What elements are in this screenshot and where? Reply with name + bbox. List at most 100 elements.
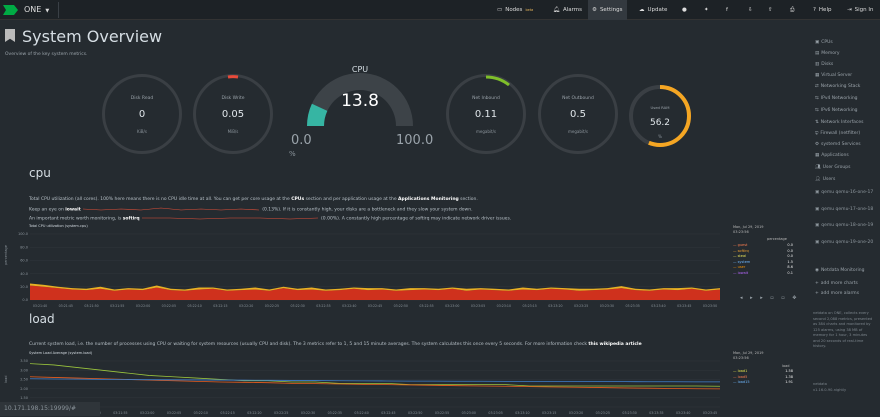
net-outbound-gauge[interactable] bbox=[538, 74, 618, 154]
load-chart-title: System Load Average (system.load) bbox=[29, 351, 93, 355]
y-tick-label: 80.0 bbox=[20, 245, 28, 249]
x-tick-label: 03:23:05 bbox=[488, 411, 502, 415]
cpu-chart-toolbar[interactable]: ◂ ▸ ▸ ▫ ▫ ✥ bbox=[740, 295, 800, 301]
alarms-button[interactable]: 🔔︎ Alarms bbox=[549, 0, 586, 20]
legend-item-iowait[interactable]: — iowait 0.1 bbox=[733, 271, 793, 275]
series-line-load1 bbox=[29, 363, 721, 387]
nodes-button[interactable]: ▭ Nodes beta bbox=[493, 0, 537, 20]
series-area-user bbox=[30, 285, 720, 300]
netdata-logo-icon[interactable] bbox=[3, 3, 18, 17]
sidebar-item-virtual-server[interactable]: ▦ Virtual Server bbox=[815, 73, 877, 78]
legend-item-steal[interactable]: — steal 0.0 bbox=[733, 254, 793, 258]
menu-icon: ▤ bbox=[815, 51, 820, 56]
sidebar-item-qemu-qemu-16-one-17[interactable]: ▣ qemu qemu-16-one-17 bbox=[815, 190, 877, 195]
x-tick-label: 03:21:55 bbox=[110, 304, 124, 308]
cpu-unit: % bbox=[289, 150, 296, 158]
x-tick-label: 03:23:20 bbox=[569, 411, 583, 415]
y-tick-label: 3.00 bbox=[20, 368, 28, 372]
twitter-icon: ✦ bbox=[704, 7, 709, 13]
cpu-max: 100.0 bbox=[396, 133, 434, 148]
sidebar-item-memory[interactable]: ▤ Memory bbox=[815, 51, 877, 56]
legend-item-load1[interactable]: — load1 1.58 bbox=[733, 369, 793, 373]
y-tick-label: 20.0 bbox=[20, 285, 28, 289]
legend-item-user[interactable]: — user 8.6 bbox=[733, 265, 793, 269]
cpu-legend-time: 03:23:56 bbox=[733, 230, 749, 234]
cpu-chart[interactable]: 100.0 80.0 60.0 40.0 20.0 0.0 03:21:40 03:21:45… bbox=[10, 230, 730, 310]
sidebar-item-qemu-qemu-19-one-20[interactable]: ▣ qemu qemu-19-one-20 bbox=[815, 240, 877, 245]
x-tick-label: 03:22:10 bbox=[187, 304, 201, 308]
x-tick-label: 03:23:10 bbox=[515, 411, 529, 415]
sidebar-item-network-interfaces[interactable]: ⇅ Network Interfaces bbox=[815, 120, 877, 125]
sidebar-item-qemu-qemu-18-one-19[interactable]: ▣ qemu qemu-18-one-19 bbox=[815, 223, 877, 228]
y-tick-label: 40.0 bbox=[20, 272, 28, 276]
load-chart[interactable]: 3.503.002.502.001.501.0003:21:4003:21:45… bbox=[10, 357, 730, 417]
disk-write-title: Disk Write bbox=[221, 96, 245, 101]
disk-read-gauge[interactable] bbox=[102, 74, 182, 154]
cpus-link[interactable]: CPUs bbox=[291, 197, 305, 202]
hostname-dropdown[interactable]: ONE ▼ bbox=[24, 5, 50, 14]
sidebar-item-label: IPv4 Networking bbox=[820, 96, 858, 101]
net-inbound-value: 0.11 bbox=[474, 109, 498, 120]
upload-button[interactable]: ⇧ bbox=[764, 0, 777, 20]
disk-read-value: 0 bbox=[138, 109, 146, 120]
legend-label: — iowait bbox=[733, 270, 749, 275]
wikipedia-link[interactable]: this wikipedia article bbox=[588, 342, 642, 347]
sidebar-item-label: User Groups bbox=[822, 165, 851, 170]
help-button[interactable]: ? Help bbox=[809, 0, 835, 20]
twitter-button[interactable]: ✦ bbox=[700, 0, 713, 20]
x-tick-label: 03:23:20 bbox=[548, 304, 562, 308]
sidebar-item-firewall-netfilter-[interactable]: ⛨ Firewall (netfilter) bbox=[815, 131, 877, 137]
used-ram-arc bbox=[629, 85, 691, 147]
legend-item-guest[interactable]: — guest 0.0 bbox=[733, 243, 793, 247]
x-tick-label: 03:23:45 bbox=[703, 411, 717, 415]
applications-link[interactable]: Applications Monitoring bbox=[398, 197, 459, 202]
sidebar-item-applications[interactable]: ▦ Applications bbox=[815, 153, 877, 158]
load-yaxis-label: load bbox=[4, 375, 8, 383]
print-button[interactable]: ⎙ bbox=[786, 0, 798, 20]
menu-icon: ▣ bbox=[815, 223, 820, 228]
x-tick-label: 03:21:40 bbox=[33, 304, 47, 308]
legend-label: — softirq bbox=[733, 248, 749, 253]
sidebar-item-disks[interactable]: ▥ Disks bbox=[815, 62, 877, 67]
menu-icon: ▣ bbox=[815, 40, 820, 45]
update-button[interactable]: ☁ Update bbox=[635, 0, 671, 20]
cpu-chart-title: Total CPU utilization (system.cpu) bbox=[29, 224, 88, 228]
net-inbound-arc bbox=[485, 75, 510, 87]
cpu-desc-line1: Total CPU utilization (all cores). 100% … bbox=[29, 197, 478, 202]
legend-value: 8.6 bbox=[787, 265, 793, 269]
legend-item-system[interactable]: — system 1.5 bbox=[733, 260, 793, 264]
sidebar-item-networking-stack[interactable]: ⇄ Networking Stack bbox=[815, 84, 877, 89]
legend-label: — load5 bbox=[733, 374, 748, 379]
sidebar-item-ipv6-networking[interactable]: ⇆ IPv6 Networking bbox=[815, 108, 877, 113]
x-tick-label: 03:23:10 bbox=[497, 304, 511, 308]
facebook-button[interactable]: f bbox=[722, 0, 732, 20]
x-tick-label: 03:23:05 bbox=[471, 304, 485, 308]
legend-label: — steal bbox=[733, 254, 747, 258]
net-outbound-title: Net Outbound bbox=[562, 96, 594, 101]
plus-icon: + bbox=[815, 281, 819, 286]
cpu-gauge[interactable] bbox=[285, 66, 435, 176]
x-tick-label: 03:22:00 bbox=[140, 411, 154, 415]
sidebar-item-users[interactable]: 👤︎ Users bbox=[815, 177, 877, 182]
sidebar-note: netdata on ONE, collects every second 2,… bbox=[813, 311, 873, 348]
x-tick-label: 03:22:25 bbox=[274, 411, 288, 415]
add-more-charts-link[interactable]: + add more charts bbox=[815, 281, 858, 286]
sidebar-item-netdata-monitoring[interactable]: ◉ Netdata Monitoring bbox=[815, 268, 877, 273]
sign-in-button[interactable]: ⇥ Sign In bbox=[843, 0, 877, 20]
download-button[interactable]: ⇩ bbox=[744, 0, 757, 20]
legend-item-load5[interactable]: — load5 1.38 bbox=[733, 375, 793, 379]
sidebar-item-cpus[interactable]: ▣ CPUs bbox=[815, 40, 877, 45]
sidebar-item-qemu-qemu-17-one-18[interactable]: ▣ qemu qemu-17-one-18 bbox=[815, 207, 877, 212]
legend-item-load15[interactable]: — load15 1.91 bbox=[733, 380, 793, 384]
github-button[interactable]: ● bbox=[678, 0, 691, 20]
x-tick-label: 03:22:30 bbox=[291, 304, 305, 308]
sidebar-item-systemd-services[interactable]: ⚙ systemd Services bbox=[815, 142, 877, 147]
legend-item-softirq[interactable]: — softirq 0.0 bbox=[733, 249, 793, 253]
y-tick-label: 0.0 bbox=[22, 298, 28, 302]
used-ram-gauge[interactable] bbox=[627, 83, 693, 149]
sidebar-item-user-groups[interactable]: 👥︎ User Groups bbox=[815, 165, 877, 170]
disk-write-value: 0.05 bbox=[221, 109, 245, 120]
add-more-alarms-link[interactable]: + add more alarms bbox=[815, 291, 860, 296]
sidebar-item-ipv4-networking[interactable]: ⇆ IPv4 Networking bbox=[815, 96, 877, 101]
settings-button[interactable]: ⚙ Settings bbox=[588, 0, 627, 20]
